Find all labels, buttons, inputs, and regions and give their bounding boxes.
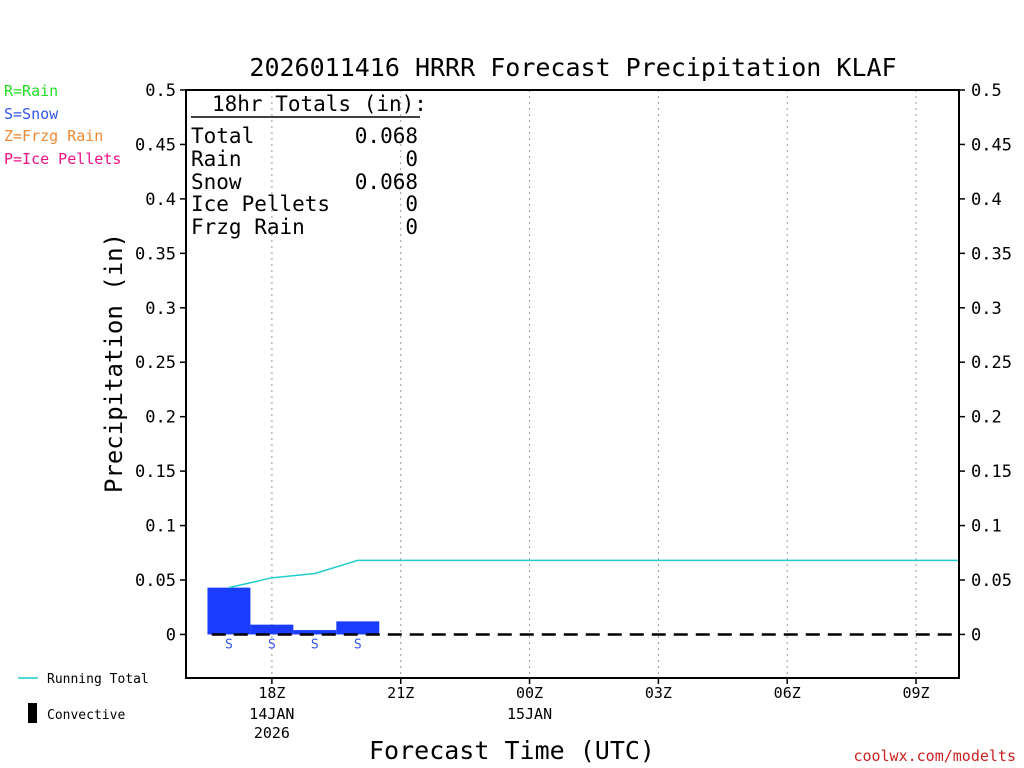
x-tick-label: 18Z	[258, 684, 285, 702]
y-tick-label-right: 0.2	[971, 408, 1002, 428]
totals-header: 18hr Totals (in):	[212, 92, 427, 116]
totals-label-ice-pellets: Ice Pellets	[191, 192, 330, 216]
y-tick-label-left: 0.05	[135, 571, 176, 591]
precip-bar	[336, 621, 380, 635]
y-tick-label-left: 0.15	[135, 462, 176, 482]
precip-bar	[293, 630, 337, 635]
y-tick-label-left: 0.35	[135, 244, 176, 264]
y-tick-label-left: 0.5	[145, 81, 176, 101]
y-tick-label-right: 0.4	[971, 190, 1002, 210]
totals-box: 18hr Totals (in): Total 0.068 Rain 0 Sno…	[191, 92, 427, 239]
y-tick-label-left: 0.1	[145, 517, 176, 537]
x-tick-label: 03Z	[645, 684, 672, 702]
precip-type-label: S	[225, 637, 233, 652]
y-tick-label-left: 0.3	[145, 299, 176, 319]
chart-title: 2026011416 HRRR Forecast Precipitation K…	[249, 53, 896, 82]
totals-label-frzg-rain: Frzg Rain	[191, 215, 305, 239]
totals-value-frzg-rain: 0	[405, 215, 418, 239]
x-tick-date-label: 14JAN	[249, 705, 294, 723]
convective-legend-swatch	[28, 703, 37, 723]
running-total-line	[228, 559, 959, 589]
y-tick-label-right: 0.3	[971, 299, 1002, 319]
y-tick-label-left: 0	[166, 625, 176, 645]
totals-label-snow: Snow	[191, 170, 242, 194]
vertical-gridlines	[271, 90, 917, 678]
y-tick-label-right: 0.35	[971, 244, 1012, 264]
y-tick-label-right: 0.25	[971, 353, 1012, 373]
legend-rain: R=Rain	[4, 82, 58, 100]
legend-frzg-rain: Z=Frzg Rain	[4, 127, 103, 145]
totals-value-rain: 0	[405, 147, 418, 171]
running-total-legend-label: Running Total	[47, 672, 149, 687]
plot-frame	[185, 89, 960, 679]
precip-bar	[250, 624, 294, 635]
bottom-legend: Running Total Convective	[18, 672, 149, 723]
totals-label-rain: Rain	[191, 147, 242, 171]
y-tick-label-left: 0.25	[135, 353, 176, 373]
y-tick-label-right: 0.15	[971, 462, 1012, 482]
y-tick-label-right: 0.1	[971, 517, 1002, 537]
totals-label-total: Total	[191, 124, 254, 148]
convective-legend-label: Convective	[47, 708, 125, 723]
x-tick-label: 00Z	[516, 684, 543, 702]
precip-bar	[207, 587, 251, 635]
legend-snow: S=Snow	[4, 105, 59, 123]
y-tick-label-right: 0.05	[971, 571, 1012, 591]
y-tick-label-left: 0.45	[135, 135, 176, 155]
y-tick-label-left: 0.4	[145, 190, 176, 210]
hourly-precip-bars	[207, 587, 380, 635]
type-legend: R=Rain S=Snow Z=Frzg Rain P=Ice Pellets	[4, 82, 121, 168]
precip-type-label: S	[354, 637, 362, 652]
running-total-line-group	[228, 559, 959, 589]
y-tick-label-right: 0.45	[971, 135, 1012, 155]
y-tick-label-right: 0.5	[971, 81, 1002, 101]
x-tick-date-label: 15JAN	[507, 705, 552, 723]
totals-value-total: 0.068	[355, 124, 418, 148]
y-tick-label-right: 0	[971, 625, 981, 645]
totals-value-snow: 0.068	[355, 170, 418, 194]
y-axis-ticks: 0 00.05 0.050.1 0.10.15 0.150.2 0.20.25 0.250.…	[135, 81, 1012, 645]
credit-text: coolwx.com/modelts	[853, 747, 1016, 765]
x-tick-label: 21Z	[387, 684, 414, 702]
y-tick-label-left: 0.2	[145, 408, 176, 428]
x-tick-label: 09Z	[903, 684, 930, 702]
y-axis-label: Precipitation (in)	[100, 233, 128, 493]
precip-type-label: S	[311, 637, 319, 652]
x-axis-label: Forecast Time (UTC)	[369, 736, 655, 765]
legend-ice-pellets: P=Ice Pellets	[4, 150, 121, 168]
x-tick-year-label: 2026	[254, 724, 290, 742]
precip-type-label: S	[268, 637, 276, 652]
x-tick-label: 06Z	[774, 684, 801, 702]
totals-value-ice-pellets: 0	[405, 192, 418, 216]
